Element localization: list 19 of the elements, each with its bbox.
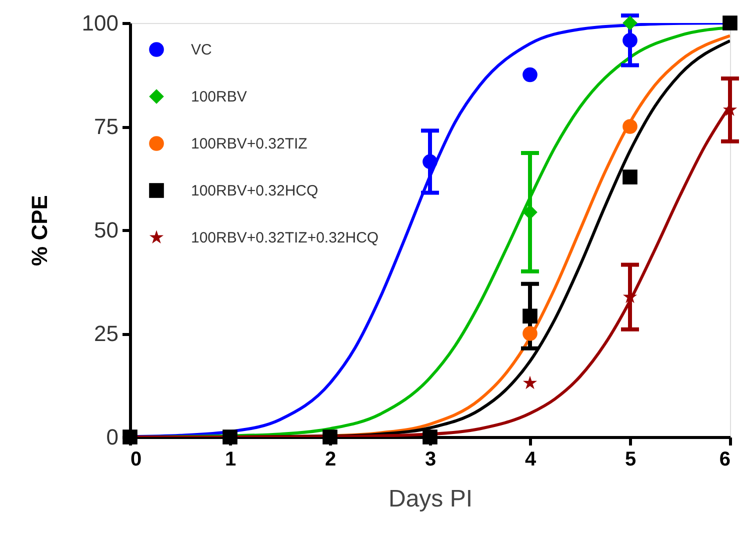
legend-label: 100RBV+0.32TIZ+0.32HCQ xyxy=(191,230,379,246)
legend-label: 100RBV xyxy=(191,88,247,106)
y-axis-title: % CPE xyxy=(26,195,52,266)
x-tick-label: 6 xyxy=(719,448,730,470)
legend-label: VC xyxy=(191,42,212,58)
x-tick-label: 4 xyxy=(524,448,537,470)
y-tick-label: 0 xyxy=(106,424,118,450)
x-tick-label: 3 xyxy=(424,448,436,470)
legend-label: 100RBV+0.32TIZ xyxy=(191,136,308,152)
legend-label: 100RBV+0.32HCQ xyxy=(191,182,318,200)
y-tick-label: 100 xyxy=(82,10,118,36)
y-tick-label: 25 xyxy=(94,321,118,346)
x-tick-label: 1 xyxy=(224,448,236,470)
x-axis-title: Days PI xyxy=(388,486,473,512)
x-tick-label: 0 xyxy=(130,448,142,470)
y-tick-label: 50 xyxy=(94,218,118,242)
x-tick-label: 5 xyxy=(624,448,636,470)
x-tick-label: 2 xyxy=(324,448,336,470)
y-tick-label: 75 xyxy=(94,114,118,139)
